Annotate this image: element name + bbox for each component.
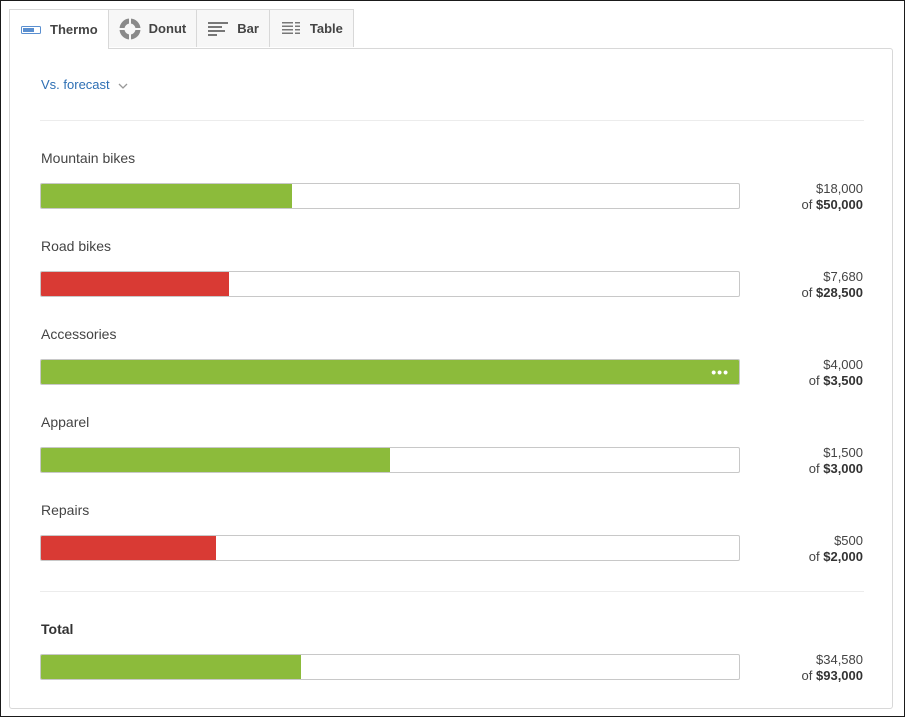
row-label: Road bikes <box>41 238 112 254</box>
progress-fill <box>41 184 293 208</box>
tab-label: Bar <box>237 21 259 36</box>
progress-track <box>40 183 740 209</box>
row-label: Mountain bikes <box>41 150 136 166</box>
actual-amount: $1,500 <box>823 445 863 460</box>
progress-track: ••• <box>40 359 740 385</box>
amounts: $500 of $2,000 <box>809 533 863 565</box>
progress-fill <box>41 272 230 296</box>
amounts: $1,500 of $3,000 <box>809 445 863 477</box>
target-amount: of $3,000 <box>808 461 863 476</box>
target-amount: of $50,000 <box>801 197 863 212</box>
amounts: $7,680 of $28,500 <box>802 269 863 301</box>
chart-type-tabs: Thermo Donut Bar Table <box>9 9 354 49</box>
tab-label: Table <box>309 21 343 36</box>
actual-amount: $18,000 <box>816 181 863 196</box>
target-amount: of $93,000 <box>801 668 863 683</box>
progress-track <box>40 271 740 297</box>
view-dropdown[interactable]: Vs. forecast <box>41 77 128 92</box>
target-amount: of $2,000 <box>808 549 863 564</box>
actual-amount: $34,580 <box>816 652 863 667</box>
tab-table[interactable]: Table <box>269 9 354 47</box>
tab-label: Thermo <box>50 22 98 37</box>
view-dropdown-label: Vs. forecast <box>41 77 110 92</box>
chevron-down-icon <box>118 77 128 92</box>
row-label: Apparel <box>41 414 90 430</box>
target-amount: of $3,500 <box>808 373 863 388</box>
divider <box>40 120 864 121</box>
thermo-panel: Vs. forecast Mountain bikes $18,000 of $… <box>9 48 893 709</box>
total-amounts: $34,580 of $93,000 <box>802 652 863 684</box>
row-label: Repairs <box>41 502 90 518</box>
progress-track <box>40 535 740 561</box>
target-amount: of $28,500 <box>801 285 863 300</box>
bar-chart-icon <box>207 18 229 40</box>
actual-amount: $4,000 <box>823 357 863 372</box>
actual-amount: $7,680 <box>823 269 863 284</box>
table-icon <box>280 18 302 40</box>
donut-icon <box>118 17 141 40</box>
divider <box>40 591 864 592</box>
tab-thermo[interactable]: Thermo <box>9 9 109 49</box>
total-label: Total <box>41 621 74 637</box>
progress-fill <box>41 360 739 384</box>
more-options-icon[interactable]: ••• <box>711 364 729 380</box>
amounts: $4,000 of $3,500 <box>809 357 863 389</box>
tab-bar[interactable]: Bar <box>197 9 270 47</box>
amounts: $18,000 of $50,000 <box>802 181 863 213</box>
progress-fill <box>41 536 216 560</box>
progress-fill <box>41 448 390 472</box>
total-progress-track <box>40 654 740 680</box>
tab-donut[interactable]: Donut <box>108 9 198 47</box>
progress-fill <box>41 655 301 679</box>
actual-amount: $500 <box>834 533 863 548</box>
row-label: Accessories <box>41 326 117 342</box>
progress-track <box>40 447 740 473</box>
thermo-icon <box>20 19 42 41</box>
tab-label: Donut <box>148 21 187 36</box>
